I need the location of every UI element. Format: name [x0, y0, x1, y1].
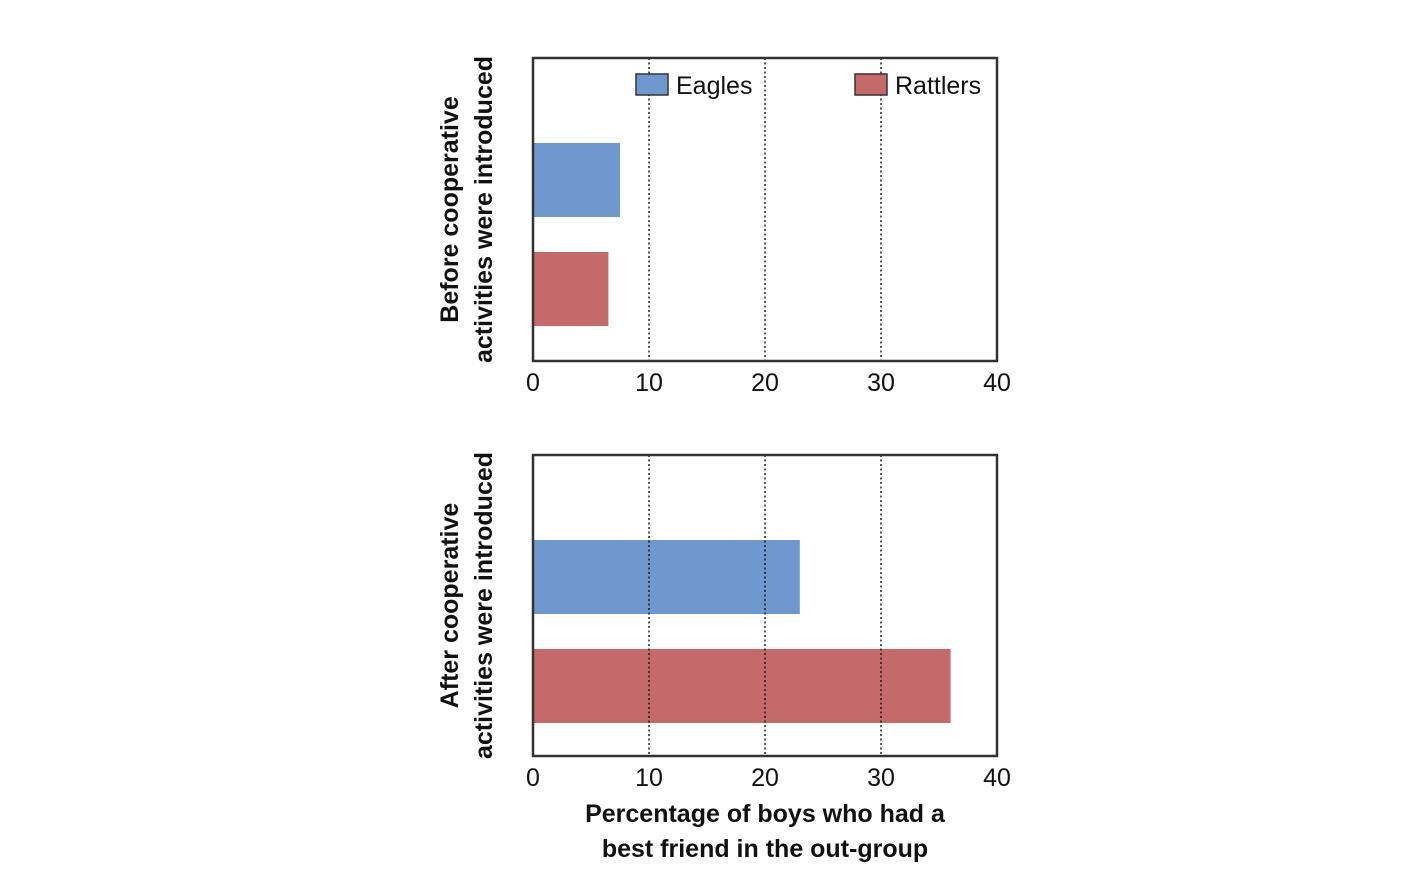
y-axis-title-before-line-2: activities were introduced [470, 56, 498, 363]
x-tick-label-before-30: 30 [867, 369, 895, 397]
x-tick-label-after-20: 20 [751, 764, 779, 792]
plot-frame-before [531, 56, 999, 363]
legend-label-rattlers: Rattlers [895, 72, 981, 100]
x-tick-label-before-10: 10 [635, 369, 663, 397]
x-tick-label-after-10: 10 [635, 764, 663, 792]
x-axis-title-line-2: best friend in the out-group [601, 835, 929, 863]
y-axis-title-before-line-1: Before cooperative [436, 96, 464, 323]
x-tick-label-after-40: 40 [983, 764, 1011, 792]
bar-before-rattlers [533, 252, 609, 326]
bar-after-rattlers [533, 649, 951, 723]
bar-after-eagles [533, 540, 800, 614]
y-axis-title-after-line-2: activities were introduced [470, 452, 498, 759]
x-tick-label-after-30: 30 [867, 764, 895, 792]
x-tick-label-before-0: 0 [526, 369, 540, 397]
legend-label-eagles: Eagles [676, 72, 752, 100]
plot-frame-after [531, 453, 999, 758]
x-tick-label-after-0: 0 [526, 764, 540, 792]
x-tick-label-before-40: 40 [983, 369, 1011, 397]
y-axis-title-after-line-1: After cooperative [436, 503, 464, 709]
x-axis-title-line-1: Percentage of boys who had a [585, 800, 945, 828]
x-tick-label-before-20: 20 [751, 369, 779, 397]
bar-before-eagles [533, 143, 620, 217]
legend-swatch-eagles [635, 73, 669, 96]
legend-swatch-rattlers [854, 73, 888, 96]
